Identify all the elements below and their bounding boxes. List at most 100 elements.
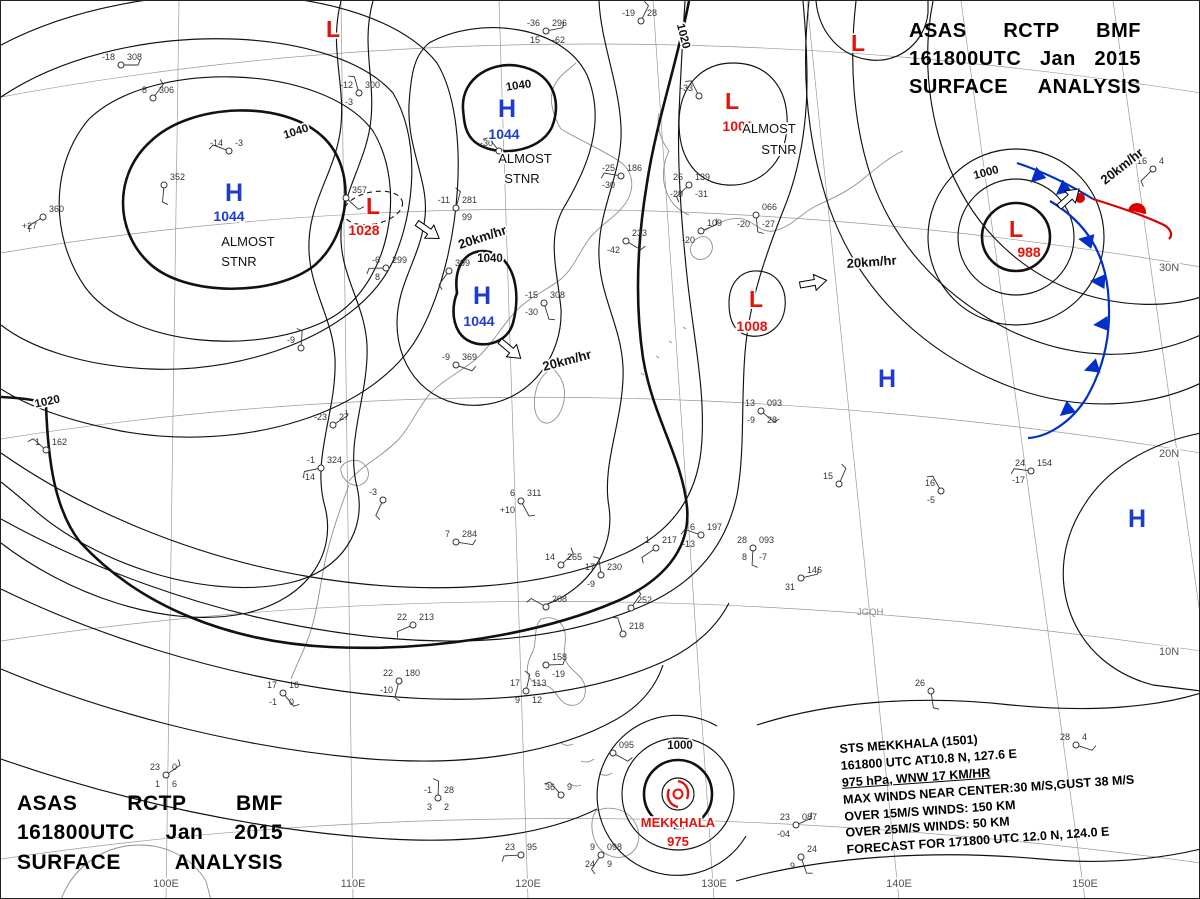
warm-front-semicircle	[1128, 203, 1146, 215]
station-circle-icon	[937, 487, 945, 495]
station-plot: -11 281 99	[438, 187, 477, 222]
station-plot: 23 95	[501, 842, 537, 862]
wind-barb-icon	[632, 588, 642, 606]
station-value: 1	[155, 779, 160, 789]
cold-front-triangle	[1078, 234, 1095, 249]
station-circle-icon	[1072, 741, 1080, 749]
station-circle-icon	[342, 194, 350, 202]
storm-pressure-label: 975	[667, 834, 689, 849]
station-value: 6	[535, 669, 540, 679]
station-circle-icon	[927, 687, 935, 695]
station-plot: 233 -42	[607, 228, 647, 255]
wind-barb-icon	[593, 556, 602, 573]
station-plot: -1 324 -14	[302, 455, 342, 482]
station-value: -9	[442, 352, 450, 362]
station-value: 0	[172, 762, 177, 772]
isobar	[1, 1, 374, 589]
station-value: +27	[22, 221, 37, 231]
station-circle-icon	[652, 544, 660, 552]
station-plot: 17 16 -1 0	[267, 680, 300, 707]
station-value: 24	[807, 844, 817, 854]
station-circle-icon	[752, 211, 760, 219]
station-circle-icon	[297, 344, 305, 352]
station-plot: 9 098 24 9	[585, 842, 622, 875]
station-value: 8	[375, 272, 380, 282]
station-value: 197	[707, 522, 722, 532]
coastline-layer	[61, 62, 904, 898]
movement-speed-label: 20km/hr	[541, 347, 593, 374]
isobar	[728, 270, 786, 337]
station-plot: 15	[823, 463, 847, 488]
station-plot: 158 6 -19	[535, 652, 567, 679]
typhoon-symbol-icon	[666, 779, 690, 809]
station-value: 7	[445, 529, 450, 539]
wind-barb-icon	[284, 695, 300, 707]
station-value: 146	[807, 565, 822, 575]
station-value: -33	[680, 83, 693, 93]
isobar-value-label: 1020	[674, 22, 692, 50]
station-value: 308	[550, 290, 565, 300]
title-line-1: ASAS RCTP BMF	[17, 792, 283, 815]
station-value: 9	[790, 861, 795, 871]
wind-barb-icon	[641, 549, 654, 564]
storm-name-label: MEKKHALA	[641, 815, 716, 830]
low-pressure-symbol: L	[725, 88, 739, 114]
wind-barb-icon	[348, 75, 359, 91]
station-circle-icon	[409, 621, 417, 629]
station-circle-icon	[395, 677, 403, 685]
station-circle-icon	[542, 27, 550, 35]
station-value: 087	[802, 812, 817, 822]
meridian	[652, 1, 715, 898]
wind-barb-icon	[544, 305, 555, 321]
wind-barb-icon	[930, 693, 940, 710]
isobar	[621, 737, 735, 851]
station-value: 99	[462, 212, 472, 222]
wind-barb-icon	[751, 550, 758, 568]
isobar	[396, 27, 596, 406]
meridian	[960, 1, 1086, 898]
station-plot: 17 230 -9	[585, 556, 622, 589]
wind-barb-icon	[162, 187, 169, 205]
movement-arrow-icon	[798, 273, 828, 292]
wind-barb-icon	[590, 857, 600, 875]
wind-barb-icon	[611, 617, 623, 632]
station-plot: -9	[287, 328, 305, 352]
station-plot: 252	[627, 588, 652, 612]
station-circle-icon	[619, 630, 627, 638]
pressure-center-note: ALMOST	[221, 234, 275, 249]
wind-barb-icon	[524, 670, 531, 689]
station-value: 28	[767, 415, 777, 425]
station-circle-icon	[1149, 165, 1157, 173]
title-line-1: ASAS RCTP BMF	[909, 20, 1141, 42]
pressure-center-note: ALMOST	[498, 151, 552, 166]
meridian	[1112, 1, 1199, 610]
isobar-value-label: 1040	[505, 78, 532, 93]
station-value: 12	[532, 695, 542, 705]
isobar	[927, 148, 1105, 326]
title-line-3: SURFACE ANALYSIS	[17, 850, 283, 874]
station-circle-icon	[557, 561, 565, 569]
storm-info-block: STS MEKKHALA (1501) 161800 UTC AT10.8 N, …	[839, 721, 1138, 859]
station-value: 16	[1137, 156, 1147, 166]
station-plot: 24 9	[790, 844, 817, 874]
title-line-3: SURFACE ANALYSIS	[909, 76, 1141, 98]
station-value: -29	[670, 189, 683, 199]
station-plot: -19 28	[622, 1, 657, 25]
coastline-taiwan	[533, 368, 565, 424]
low-pressure-symbol: L	[326, 16, 340, 42]
station-circle-icon	[749, 544, 757, 552]
station-circle-icon	[39, 213, 47, 221]
station-circle-icon	[382, 264, 390, 272]
low-pressure-symbol: L	[366, 193, 380, 219]
wind-barb-icon	[27, 438, 45, 449]
isobar-1040	[452, 249, 518, 346]
station-value: 24	[585, 859, 595, 869]
station-plot: 28 4	[1060, 732, 1097, 751]
coastline-visayas	[560, 742, 613, 787]
station-circle-icon	[522, 687, 530, 695]
station-circle-icon	[452, 361, 460, 369]
station-value: 2	[444, 802, 449, 812]
station-plot: 095	[609, 740, 634, 762]
station-plot: -15 308 -30	[525, 290, 565, 321]
